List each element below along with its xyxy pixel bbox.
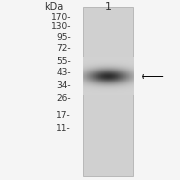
Text: 34-: 34- bbox=[57, 81, 71, 90]
Text: 72-: 72- bbox=[57, 44, 71, 53]
Text: kDa: kDa bbox=[44, 2, 64, 12]
Text: 95-: 95- bbox=[56, 33, 71, 42]
Text: 55-: 55- bbox=[56, 57, 71, 66]
Text: 130-: 130- bbox=[51, 22, 71, 31]
Text: 43-: 43- bbox=[57, 68, 71, 77]
Text: 26-: 26- bbox=[57, 94, 71, 103]
Text: 17-: 17- bbox=[56, 111, 71, 120]
Bar bbox=[83, 7, 133, 176]
Text: 170-: 170- bbox=[51, 13, 71, 22]
Text: 1: 1 bbox=[105, 2, 111, 12]
Text: 11-: 11- bbox=[56, 124, 71, 133]
